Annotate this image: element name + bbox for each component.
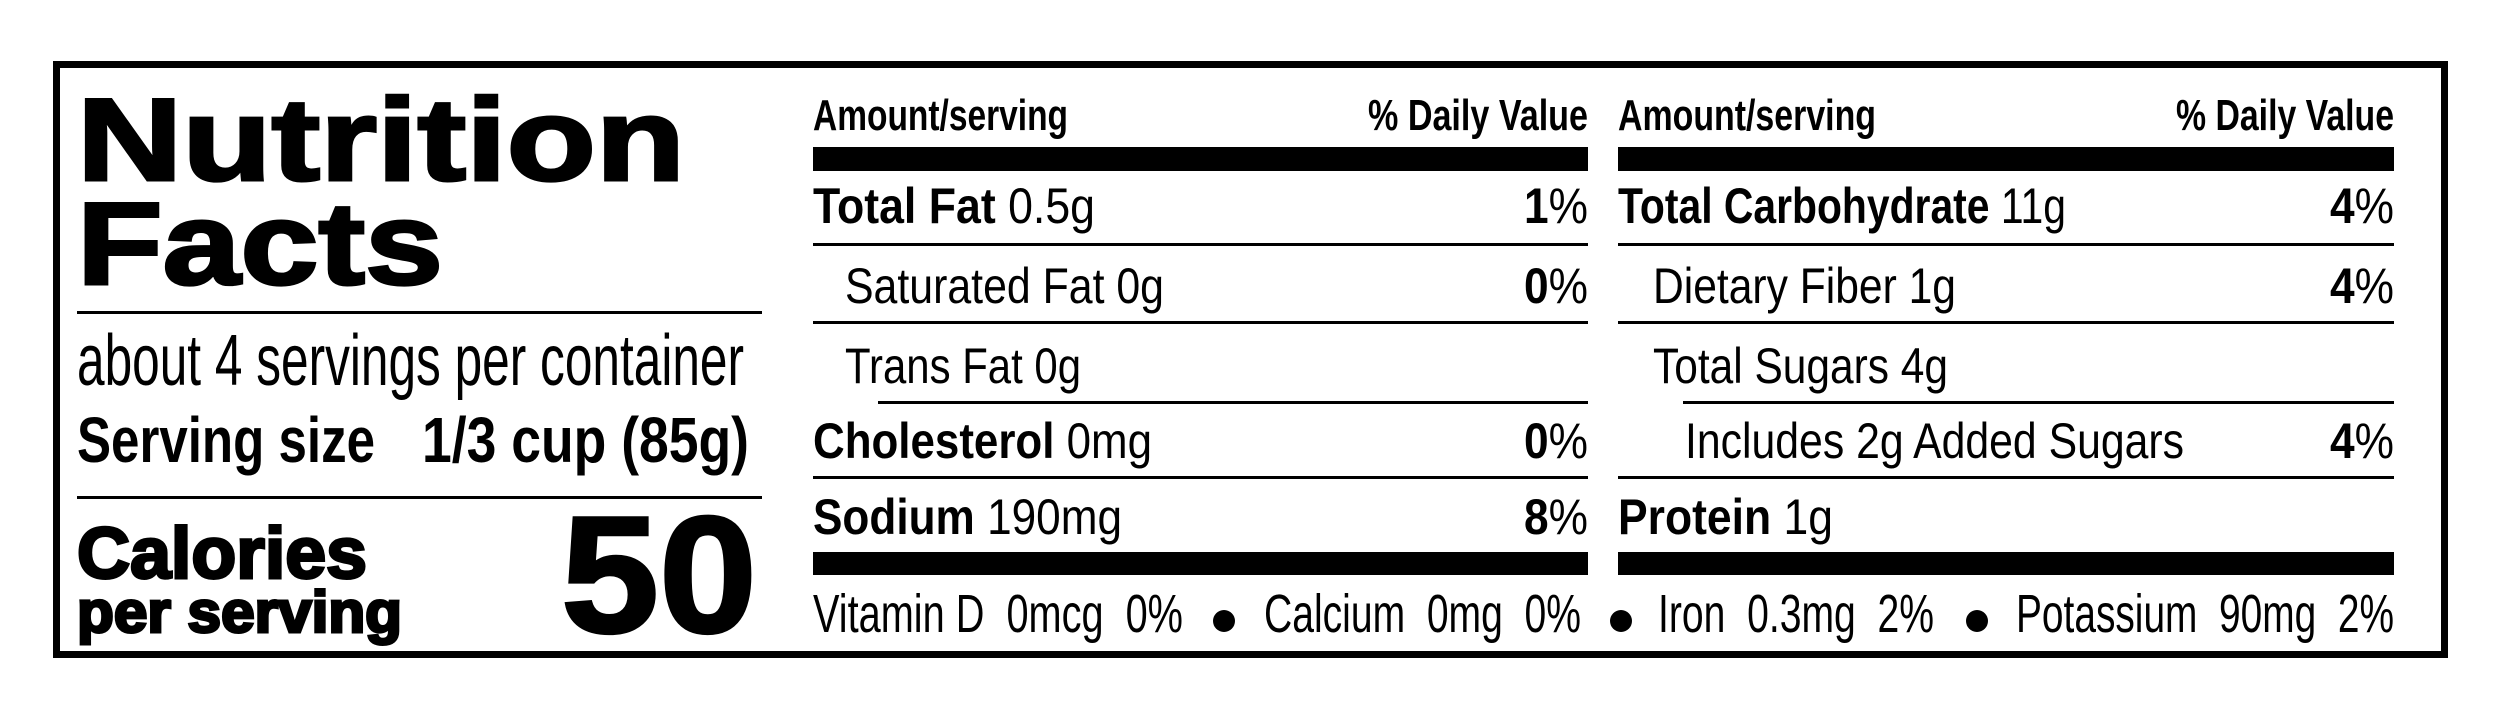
percent-sign: % bbox=[1548, 412, 1588, 469]
thick-bar bbox=[1618, 552, 2394, 575]
nutrient-trans-fat: Trans Fat 0g bbox=[845, 337, 1081, 394]
row-divider bbox=[1683, 401, 2394, 404]
dv-added-sugars: 4% bbox=[2330, 416, 2394, 466]
nutrient-added-sugars: Includes 2g Added Sugars bbox=[1685, 412, 2184, 469]
nutrient-name: Total Fat bbox=[813, 177, 996, 234]
micronutrient-potassium: Potassium 90mg 2% bbox=[2016, 584, 2394, 645]
percent-sign: % bbox=[2354, 177, 2394, 234]
calories-label: Calories bbox=[75, 514, 368, 595]
micronutrient-calcium: Calcium 0mg 0% bbox=[1264, 584, 1581, 645]
dv-total-carbohydrate: 4% bbox=[2330, 181, 2394, 231]
row-divider bbox=[813, 243, 1588, 246]
nutrient-total-sugars: Total Sugars 4g bbox=[1653, 337, 1948, 394]
servings-per-container: about 4 servings per container bbox=[77, 321, 744, 402]
nutrient-amount: 11g bbox=[2000, 177, 2066, 234]
micronutrient-iron: Iron 0.3mg 2% bbox=[1658, 584, 1934, 645]
label-border bbox=[53, 61, 2448, 658]
percent-sign: % bbox=[1548, 488, 1588, 545]
thick-bar bbox=[813, 552, 1588, 575]
percent-sign: % bbox=[2354, 412, 2394, 469]
dv-value: 4 bbox=[2330, 177, 2355, 234]
dv-value: 1 bbox=[1524, 177, 1549, 234]
bullet-icon bbox=[1966, 610, 1988, 632]
nutrient-dietary-fiber: Dietary Fiber 1g bbox=[1653, 257, 1956, 314]
header-amount-serving: Amount/serving bbox=[813, 90, 1068, 140]
header-daily-value: % Daily Value bbox=[2176, 90, 2394, 140]
dv-value: 4 bbox=[2330, 257, 2355, 314]
row-divider bbox=[1618, 243, 2394, 246]
nutrient-total-carbohydrate: Total Carbohydrate 11g bbox=[1618, 181, 2066, 231]
nutrient-saturated-fat: Saturated Fat 0g bbox=[845, 257, 1164, 314]
nutrient-amount: 0.5g bbox=[1008, 177, 1095, 234]
dv-value: 8 bbox=[1524, 488, 1549, 545]
nutrient-amount: 0mg bbox=[1066, 412, 1152, 469]
thick-bar bbox=[813, 147, 1588, 171]
dv-value: 0 bbox=[1524, 257, 1549, 314]
divider bbox=[77, 311, 762, 314]
dv-value: 4 bbox=[2330, 412, 2355, 469]
serving-size-value: 1/3 cup (85g) bbox=[422, 403, 749, 476]
dv-cholesterol: 0% bbox=[1524, 416, 1588, 466]
row-divider bbox=[813, 321, 1588, 324]
title-line-2: Facts bbox=[75, 178, 445, 310]
dv-dietary-fiber: 4% bbox=[2330, 261, 2394, 311]
thick-bar bbox=[1618, 147, 2394, 171]
percent-sign: % bbox=[1548, 177, 1588, 234]
nutrient-amount: 190mg bbox=[987, 488, 1122, 545]
dv-total-fat: 1% bbox=[1524, 181, 1588, 231]
divider bbox=[77, 496, 762, 499]
row-divider bbox=[878, 401, 1588, 404]
dv-saturated-fat: 0% bbox=[1524, 261, 1588, 311]
row-divider bbox=[1618, 476, 2394, 479]
row-divider bbox=[1618, 321, 2394, 324]
nutrient-name: Protein bbox=[1618, 488, 1772, 545]
serving-size-label: Serving size bbox=[77, 403, 375, 476]
dv-sodium: 8% bbox=[1524, 492, 1588, 542]
header-daily-value: % Daily Value bbox=[1368, 90, 1588, 140]
nutrient-amount: 1g bbox=[1783, 488, 1833, 545]
nutrient-cholesterol: Cholesterol 0mg bbox=[813, 416, 1152, 466]
percent-sign: % bbox=[1548, 257, 1588, 314]
header-amount-serving: Amount/serving bbox=[1618, 90, 1876, 140]
bullet-icon bbox=[1213, 610, 1235, 632]
nutrient-name: Total Carbohydrate bbox=[1618, 177, 1990, 234]
calories-value: 50 bbox=[559, 482, 758, 668]
nutrient-name: Cholesterol bbox=[813, 412, 1055, 469]
calories-sublabel: per serving bbox=[75, 579, 403, 645]
nutrient-protein: Protein 1g bbox=[1618, 492, 1833, 542]
dv-value: 0 bbox=[1524, 412, 1549, 469]
title-line-1: Nutrition bbox=[75, 74, 687, 206]
nutrient-sodium: Sodium 190mg bbox=[813, 492, 1122, 542]
bullet-icon bbox=[1610, 610, 1632, 632]
micronutrient-vitamin-d: Vitamin D 0mcg 0% bbox=[813, 584, 1183, 645]
nutrient-total-fat: Total Fat 0.5g bbox=[813, 181, 1095, 231]
nutrient-name: Sodium bbox=[813, 488, 975, 545]
percent-sign: % bbox=[2354, 257, 2394, 314]
row-divider bbox=[813, 476, 1588, 479]
